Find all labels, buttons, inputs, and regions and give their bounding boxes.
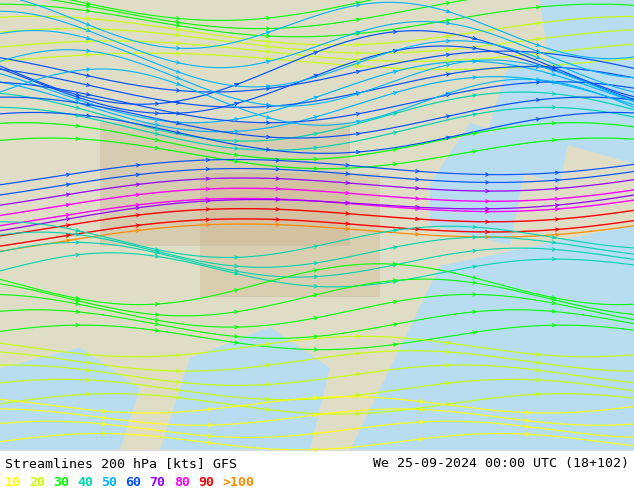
Text: 30: 30 <box>53 476 69 490</box>
Text: 40: 40 <box>77 476 93 490</box>
Polygon shape <box>350 225 634 450</box>
Text: 20: 20 <box>29 476 45 490</box>
Polygon shape <box>540 0 634 164</box>
Polygon shape <box>430 122 530 245</box>
Text: 70: 70 <box>150 476 165 490</box>
Text: 50: 50 <box>101 476 117 490</box>
Text: Streamlines 200 hPa [kts] GFS: Streamlines 200 hPa [kts] GFS <box>5 457 237 470</box>
Text: 10: 10 <box>5 476 21 490</box>
Text: 60: 60 <box>126 476 141 490</box>
Text: 90: 90 <box>198 476 214 490</box>
Text: 80: 80 <box>174 476 190 490</box>
Polygon shape <box>0 347 140 450</box>
Polygon shape <box>160 327 330 450</box>
Text: >100: >100 <box>222 476 254 490</box>
Text: We 25-09-2024 00:00 UTC (18+102): We 25-09-2024 00:00 UTC (18+102) <box>373 457 629 470</box>
Polygon shape <box>490 61 580 184</box>
